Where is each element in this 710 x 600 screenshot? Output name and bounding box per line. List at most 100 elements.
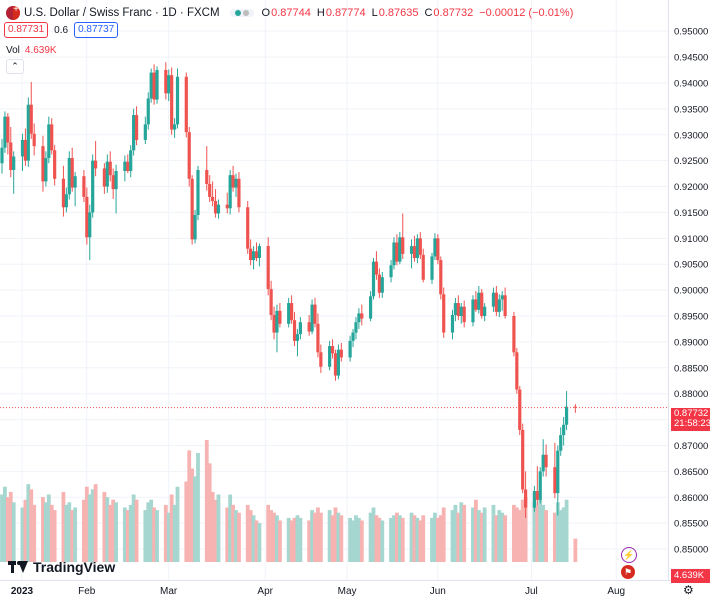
volume-bar bbox=[544, 510, 548, 562]
volume-bar bbox=[409, 512, 414, 562]
volume-bar bbox=[64, 504, 69, 562]
volume-bar bbox=[371, 507, 376, 562]
candle-body bbox=[246, 207, 250, 249]
candle-body bbox=[234, 178, 238, 188]
candle-body bbox=[190, 178, 194, 240]
candle-body bbox=[480, 292, 484, 317]
volume-bar bbox=[20, 507, 25, 562]
volume-bar bbox=[433, 512, 437, 562]
time-axis-label: May bbox=[338, 586, 357, 597]
volume-bar bbox=[169, 494, 174, 562]
gear-icon[interactable]: ⚙ bbox=[683, 583, 694, 597]
time-axis-label: Feb bbox=[78, 586, 96, 597]
volume-bar bbox=[523, 497, 528, 562]
candle-body bbox=[456, 303, 460, 317]
candle-body bbox=[538, 471, 542, 500]
candle-body bbox=[512, 316, 516, 353]
volume-bar bbox=[26, 484, 31, 562]
candle-body bbox=[360, 313, 364, 319]
candle-body bbox=[254, 251, 259, 259]
volume-bar bbox=[143, 510, 148, 562]
volume-bar bbox=[187, 450, 192, 562]
buy-button[interactable]: 0.87737 bbox=[74, 22, 119, 38]
candle-body bbox=[412, 246, 417, 259]
volume-bar bbox=[114, 502, 118, 562]
grid-lines bbox=[0, 0, 668, 580]
candle-body bbox=[208, 183, 212, 197]
candle-body bbox=[105, 161, 109, 187]
candle-body bbox=[289, 303, 294, 321]
volume-bar bbox=[298, 517, 303, 562]
volume-bar bbox=[535, 504, 540, 562]
candle-body bbox=[310, 304, 314, 332]
countdown-value: 21:58:23 bbox=[674, 418, 710, 429]
candle-body bbox=[395, 242, 399, 262]
volume-bar bbox=[49, 504, 54, 562]
price-tick-label: 0.91000 bbox=[674, 234, 708, 245]
candle-body bbox=[471, 299, 475, 323]
candle-body bbox=[114, 171, 118, 190]
price-tick-label: 0.89500 bbox=[674, 312, 708, 323]
volume-bar bbox=[73, 507, 78, 562]
volume-bar bbox=[316, 507, 320, 562]
current-price-value: 0.87732 bbox=[674, 408, 709, 419]
candle-body bbox=[175, 76, 180, 125]
volume-bar bbox=[43, 502, 48, 562]
status-dots[interactable] bbox=[229, 9, 254, 17]
collapse-legend-button[interactable]: ⌃ bbox=[6, 59, 24, 74]
volume-bar bbox=[128, 504, 133, 562]
close-value: 0.87732 bbox=[433, 7, 474, 19]
volume-bar bbox=[272, 512, 276, 562]
candle-body bbox=[251, 251, 256, 261]
calendar-events-icon[interactable]: ⚑ bbox=[621, 565, 635, 579]
time-axis-label: Apr bbox=[257, 586, 273, 597]
candle-body bbox=[193, 215, 197, 240]
volume-bar bbox=[336, 512, 341, 562]
candle-body bbox=[216, 204, 221, 214]
volume-bar bbox=[67, 502, 72, 562]
candle-body bbox=[453, 303, 458, 315]
candle-body bbox=[518, 389, 522, 430]
volume-bar bbox=[275, 515, 279, 562]
price-tick-label: 0.89000 bbox=[674, 337, 708, 348]
volume-bar bbox=[251, 515, 256, 562]
volume-bar bbox=[234, 510, 238, 562]
candle-body bbox=[134, 115, 139, 140]
candle-body bbox=[228, 175, 232, 209]
symbol-title[interactable]: U.S. Dollar / Swiss Franc · 1D · FXCM bbox=[24, 7, 220, 19]
candle-body bbox=[70, 158, 74, 188]
candle-body bbox=[205, 169, 209, 184]
candle-body bbox=[64, 194, 68, 208]
tradingview-logo[interactable]: TradingView bbox=[8, 559, 115, 575]
candle-body bbox=[184, 76, 188, 133]
candle-body bbox=[129, 150, 133, 172]
volume-bar bbox=[520, 499, 525, 562]
volume-bar bbox=[254, 520, 259, 562]
candle-body bbox=[541, 454, 545, 472]
candle-body bbox=[316, 323, 320, 353]
candle-body bbox=[196, 169, 200, 216]
volume-bar bbox=[82, 499, 86, 562]
market-status-icon bbox=[234, 10, 241, 16]
candle-body bbox=[442, 294, 446, 333]
volume-bar bbox=[573, 538, 578, 562]
lightning-icon[interactable]: ⚡ bbox=[621, 547, 637, 563]
volume-label: Vol bbox=[6, 45, 20, 56]
volume-bar bbox=[32, 504, 37, 562]
candle-body bbox=[295, 334, 300, 341]
candle-body bbox=[278, 310, 282, 324]
volume-bar bbox=[125, 510, 130, 562]
volume-bar bbox=[269, 510, 274, 562]
volume-bar bbox=[494, 515, 499, 562]
sell-button[interactable]: 0.87731 bbox=[4, 22, 49, 38]
volume-bar bbox=[166, 512, 171, 562]
volume-bar bbox=[418, 520, 423, 562]
candle-body bbox=[348, 340, 352, 358]
price-tick-label: 0.93500 bbox=[674, 104, 708, 115]
volume-bars bbox=[0, 440, 578, 562]
volume-bar bbox=[257, 523, 262, 562]
candle-body bbox=[275, 310, 279, 333]
candle-body bbox=[298, 322, 302, 335]
